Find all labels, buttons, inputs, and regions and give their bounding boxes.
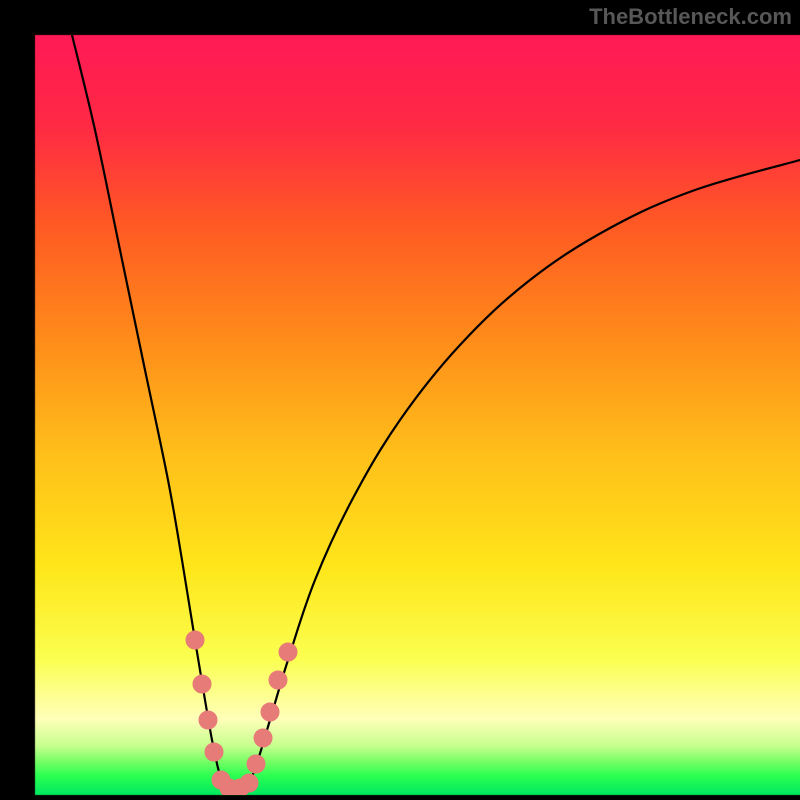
chart-canvas <box>0 0 800 800</box>
credit-label: TheBottleneck.com <box>589 4 792 30</box>
chart-container: TheBottleneck.com <box>0 0 800 800</box>
